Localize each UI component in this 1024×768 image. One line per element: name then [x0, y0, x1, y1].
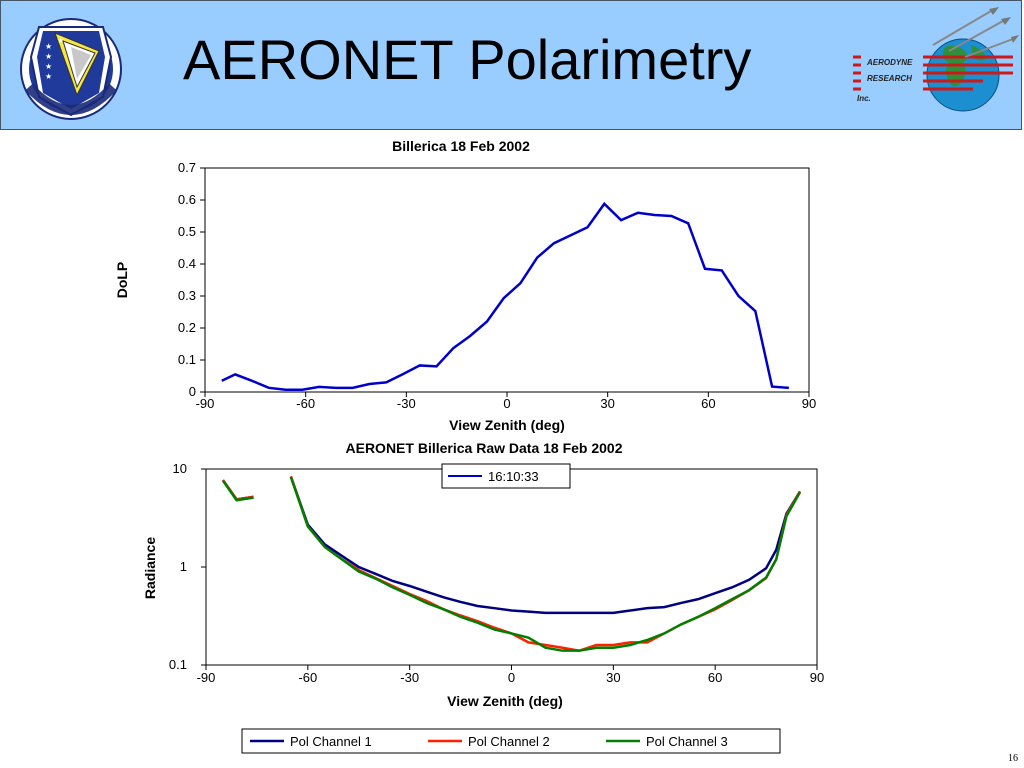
chart2-series-line-2	[289, 476, 802, 652]
chart1-ytick-label: 0.7	[178, 160, 196, 175]
chart1-ytick-label: 0.2	[178, 320, 196, 335]
chart1-ytick-label: 0.3	[178, 288, 196, 303]
chart2-ytick-label: 10	[173, 461, 187, 476]
chart1-xtick-label: 90	[802, 396, 816, 411]
chart1-ytick-label: 0.1	[178, 352, 196, 367]
legend-label-3: Pol Channel 3	[646, 734, 728, 749]
chart2-series-line-3	[221, 479, 254, 502]
aerodyne-logo-line1: AERODYNE	[866, 58, 913, 67]
chart1-xtick-label: 60	[701, 396, 715, 411]
chart1-ytick-label: 0.6	[178, 192, 196, 207]
svg-text:★: ★	[45, 62, 52, 71]
chart1-xtick-label: -30	[397, 396, 416, 411]
chart2-inner-legend: 16:10:33	[441, 463, 571, 489]
chart1-xtick-label: 30	[600, 396, 614, 411]
svg-text:★: ★	[57, 36, 64, 45]
chart2-xtick-label: 0	[508, 670, 515, 685]
chart2-title: AERONET Billerica Raw Data 18 Feb 2002	[346, 440, 623, 456]
svg-text:★: ★	[45, 42, 52, 51]
svg-text:★: ★	[45, 52, 52, 61]
chart1-ytick-label: 0.4	[178, 256, 196, 271]
chart2-ylabel: Radiance	[142, 537, 158, 599]
chart2-xtick-label: 60	[708, 670, 722, 685]
chart1-series-line	[221, 201, 789, 392]
slide-header: ★ ★ ★ ★ ★ AERONET Polarimetry AERODYNE RESE…	[0, 0, 1022, 130]
chart2-xtick-label: -30	[400, 670, 419, 685]
legend-label-2: Pol Channel 2	[468, 734, 550, 749]
aerodyne-logo-line2: RESEARCH	[867, 74, 912, 83]
chart1-xtick-label: -60	[296, 396, 315, 411]
chart1-ytick-label: 0	[189, 384, 196, 399]
slide-number: 16	[1008, 753, 1018, 764]
chart2-xlabel: View Zenith (deg)	[447, 693, 563, 709]
aerodyne-logo-line3: Inc.	[857, 94, 871, 103]
chart2-series-line-2	[221, 479, 254, 501]
chart2-series-line-1	[221, 479, 254, 501]
chart1-plot-area	[204, 167, 810, 393]
chart2-xtick-label: 90	[810, 670, 824, 685]
chart2-xtick-label: 30	[606, 670, 620, 685]
chart1-xtick-label: -90	[196, 396, 215, 411]
slide-title: AERONET Polarimetry	[183, 28, 752, 91]
chart2-series-line-1	[289, 476, 802, 615]
chart1-xlabel: View Zenith (deg)	[449, 417, 565, 433]
chart1-ylabel: DoLP	[114, 262, 130, 299]
chart2-series-line-3	[289, 476, 802, 652]
chart2-xtick-label: -90	[197, 670, 216, 685]
chart1-xtick-label: 0	[503, 396, 510, 411]
chart2-legend: Pol Channel 1 Pol Channel 2 Pol Channel 3	[241, 728, 781, 754]
legend-label-1: Pol Channel 1	[290, 734, 372, 749]
afrl-emblem-icon: ★★★★ ★	[20, 18, 122, 120]
chart2-plot-area	[205, 468, 818, 666]
svg-text:★: ★	[45, 72, 52, 81]
chart1-ytick-label: 0.5	[178, 224, 196, 239]
chart2-ytick-label: 0.1	[169, 657, 187, 672]
chart1-title: Billerica 18 Feb 2002	[392, 138, 530, 154]
aerodyne-globe-icon: AERODYNE RESEARCH Inc.	[853, 7, 1019, 112]
chart2-inner-legend-label: 16:10:33	[488, 469, 539, 484]
chart2-ytick-label: 1	[180, 559, 187, 574]
chart2-xtick-label: -60	[298, 670, 317, 685]
